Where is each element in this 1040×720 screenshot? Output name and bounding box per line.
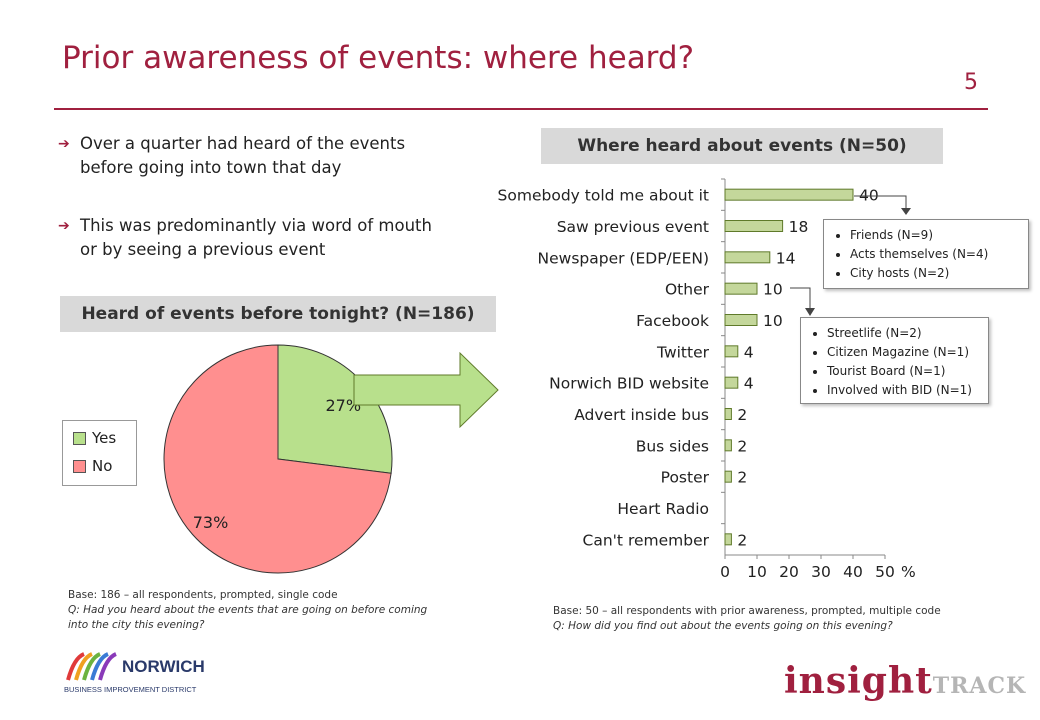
bar-base-note: Base: 50 – all respondents with prior aw… bbox=[553, 604, 1003, 634]
pie-question-line1: Q: Had you heard about the events that a… bbox=[68, 604, 428, 616]
norwich-logo-subtext: BUSINESS IMPROVEMENT DISTRICT bbox=[64, 685, 197, 694]
insight-track-logo: insightTRACK bbox=[784, 660, 1026, 702]
bullet-arrow-icon: ➔ bbox=[58, 136, 70, 152]
data-label: 2 bbox=[737, 469, 747, 487]
legend-item-yes: Yes bbox=[73, 429, 116, 447]
bullet-1-text: Over a quarter had heard of the events b… bbox=[80, 134, 406, 177]
callout-item: Streetlife (N=2) bbox=[827, 324, 988, 343]
callout-item: City hosts (N=2) bbox=[850, 264, 1028, 283]
data-label: 10 bbox=[763, 312, 783, 330]
legend-swatch-no bbox=[73, 460, 86, 473]
legend-swatch-yes bbox=[73, 432, 86, 445]
bar bbox=[724, 345, 739, 358]
bar-base-text: Base: 50 – all respondents with prior aw… bbox=[553, 605, 941, 617]
callout-other: Streetlife (N=2) Citizen Magazine (N=1) … bbox=[800, 317, 989, 404]
pie-question-line2: into the city this evening? bbox=[68, 619, 205, 631]
insight-logo-text: insight bbox=[784, 660, 933, 702]
slide-title: Prior awareness of events: where heard? bbox=[62, 40, 695, 76]
bar bbox=[724, 533, 732, 546]
norwich-bid-logo-mark-icon: NORWICH BUSINESS IMPROVEMENT DISTRICT bbox=[64, 652, 205, 694]
data-label: 2 bbox=[737, 437, 747, 455]
x-axis-unit-label: % bbox=[901, 563, 916, 581]
norwich-bid-logo: NORWICH BUSINESS IMPROVEMENT DISTRICT bbox=[60, 646, 220, 700]
transition-arrow-icon bbox=[353, 351, 499, 429]
category-label: Heart Radio bbox=[617, 500, 709, 518]
callout-item: Friends (N=9) bbox=[850, 226, 1028, 245]
bar bbox=[724, 314, 758, 326]
callout-connector-1-icon bbox=[854, 195, 911, 215]
x-tick-label: 50 bbox=[875, 563, 895, 581]
category-label: Twitter bbox=[656, 343, 710, 361]
data-label: 4 bbox=[744, 375, 754, 393]
x-tick-label: 20 bbox=[779, 563, 799, 581]
bar bbox=[724, 439, 732, 452]
data-label: 4 bbox=[744, 343, 754, 361]
pie-base-note: Base: 186 – all respondents, prompted, s… bbox=[68, 588, 488, 633]
data-label: 14 bbox=[776, 249, 796, 267]
bullet-arrow-icon: ➔ bbox=[58, 218, 70, 234]
track-logo-text: TRACK bbox=[932, 673, 1027, 699]
bar bbox=[724, 376, 739, 389]
bar-question-text: Q: How did you find out about the events… bbox=[553, 620, 893, 632]
callout-somebody-told: Friends (N=9) Acts themselves (N=4) City… bbox=[823, 219, 1029, 289]
bar bbox=[724, 251, 771, 264]
data-label: 2 bbox=[737, 406, 747, 424]
bullet-1: ➔ Over a quarter had heard of the events… bbox=[58, 132, 450, 180]
pie-label-yes: 27% bbox=[326, 396, 362, 415]
bar bbox=[724, 220, 784, 232]
callout-item: Tourist Board (N=1) bbox=[827, 362, 988, 381]
pie-chart-heading: Heard of events before tonight? (N=186) bbox=[60, 296, 496, 332]
bullet-2-text: This was predominantly via word of mouth… bbox=[80, 216, 432, 259]
data-label: 2 bbox=[737, 531, 747, 549]
pie-legend: Yes No bbox=[62, 420, 137, 486]
callout-item: Involved with BID (N=1) bbox=[827, 381, 988, 400]
category-label: Facebook bbox=[636, 312, 709, 330]
category-label: Norwich BID website bbox=[549, 375, 709, 393]
category-label: Newspaper (EDP/EEN) bbox=[538, 249, 709, 267]
pie-label-no: 73% bbox=[193, 513, 229, 532]
legend-item-no: No bbox=[73, 457, 112, 475]
bar bbox=[724, 282, 758, 295]
legend-label-no: No bbox=[92, 457, 113, 475]
category-label: Saw previous event bbox=[557, 218, 709, 236]
bullet-2: ➔ This was predominantly via word of mou… bbox=[58, 214, 450, 262]
title-divider bbox=[54, 108, 988, 110]
norwich-logo-text: NORWICH bbox=[122, 657, 205, 676]
page-number: 5 bbox=[964, 70, 978, 95]
bar bbox=[724, 188, 854, 201]
x-tick-label: 40 bbox=[843, 563, 863, 581]
bar bbox=[724, 470, 732, 483]
callout-item: Acts themselves (N=4) bbox=[850, 245, 1028, 264]
data-label: 10 bbox=[763, 281, 783, 299]
pie-slice-no bbox=[163, 344, 392, 574]
category-label: Other bbox=[665, 281, 710, 299]
bar-chart-heading: Where heard about events (N=50) bbox=[541, 128, 943, 164]
data-label: 18 bbox=[789, 218, 809, 236]
category-label: Somebody told me about it bbox=[498, 187, 709, 205]
category-label: Can't remember bbox=[583, 531, 710, 549]
callout-connector-2-icon bbox=[790, 287, 815, 316]
x-tick-label: 0 bbox=[720, 563, 730, 581]
pie-chart: 27% 73% bbox=[163, 344, 393, 574]
x-tick-label: 10 bbox=[747, 563, 767, 581]
category-label: Advert inside bus bbox=[574, 406, 709, 424]
bar bbox=[724, 408, 732, 420]
category-label: Poster bbox=[661, 469, 710, 487]
pie-base-text: Base: 186 – all respondents, prompted, s… bbox=[68, 589, 338, 601]
x-tick-label: 30 bbox=[811, 563, 831, 581]
category-label: Bus sides bbox=[636, 437, 709, 455]
legend-label-yes: Yes bbox=[92, 429, 117, 447]
callout-item: Citizen Magazine (N=1) bbox=[827, 343, 988, 362]
